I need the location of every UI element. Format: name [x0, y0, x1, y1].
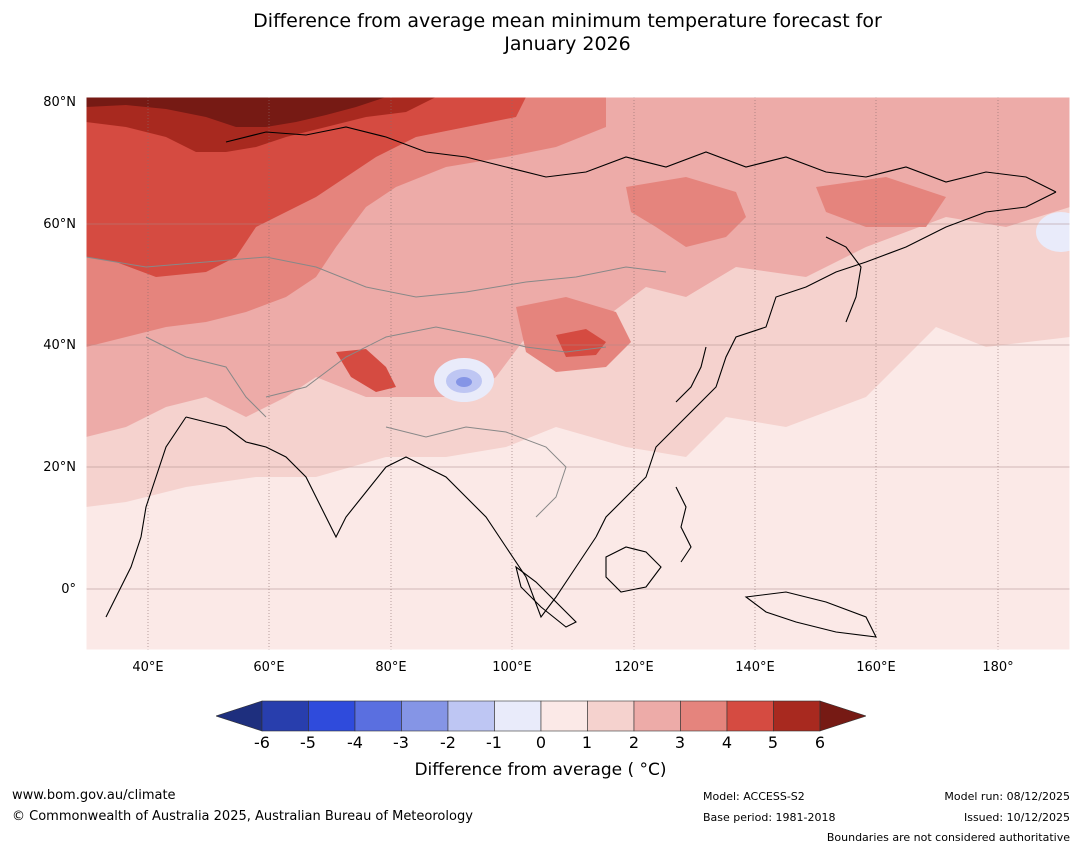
- disclaimer-text: Boundaries are not considered authoritat…: [826, 831, 1070, 844]
- colorbar-swatch: [726, 700, 774, 732]
- borders: [86, 256, 667, 518]
- coastline-japan: [675, 346, 707, 403]
- lat-label-60n: 60°N: [43, 217, 76, 232]
- colorbar-swatch: [633, 700, 681, 732]
- colorbar-swatch: [308, 700, 356, 732]
- anomaly-field-gt6: [86, 97, 386, 127]
- colorbar-swatch: [819, 700, 867, 732]
- model-text: Model: ACCESS-S2: [703, 790, 805, 803]
- colorbar-tick: -3: [393, 733, 409, 752]
- lat-label-80n: 80°N: [43, 95, 76, 110]
- coastline-arabia: [105, 416, 187, 618]
- title-line-2: January 2026: [504, 33, 631, 55]
- colorbar-tick: 4: [721, 733, 733, 752]
- coastline-south-asia: [185, 416, 597, 619]
- graticule: [86, 97, 1070, 650]
- colorbar-swatch: [447, 700, 495, 732]
- anomaly-field-neg-3-2: [456, 377, 472, 387]
- coastline-pacific: [595, 191, 1057, 538]
- lon-label-100e: 100°E: [492, 660, 532, 675]
- colorbar-swatch: [401, 700, 449, 732]
- coastline-philippines: [675, 486, 692, 563]
- anomaly-field-3-4-east: [626, 177, 746, 247]
- colorbar-svg: [215, 700, 867, 732]
- colorbar-tick: 1: [581, 733, 593, 752]
- border-southeast-asia: [385, 426, 567, 518]
- anomaly-field-4-5-central: [556, 329, 606, 357]
- website-link[interactable]: www.bom.gov.au/climate: [12, 788, 176, 803]
- border-middle-east: [145, 336, 267, 418]
- anomaly-field-4-5-tibet: [336, 349, 396, 392]
- colorbar: [215, 700, 867, 732]
- copyright-text: © Commonwealth of Australia 2025, Austra…: [12, 809, 473, 824]
- coastline-new-guinea: [744, 591, 877, 638]
- coastline-arctic: [225, 126, 1057, 193]
- lon-label-160e: 160°E: [856, 660, 896, 675]
- border-central-asia: [86, 256, 667, 298]
- colorbar-swatch: [540, 700, 588, 732]
- lon-label-140e: 140°E: [735, 660, 775, 675]
- issued-text: Issued: 10/12/2025: [963, 811, 1070, 824]
- colorbar-tick: 6: [814, 733, 826, 752]
- colorbar-tick: -4: [347, 733, 363, 752]
- colorbar-tick: 5: [767, 733, 779, 752]
- lon-label-40e: 40°E: [132, 660, 164, 675]
- lon-label-120e: 120°E: [614, 660, 654, 675]
- colorbar-swatch: [587, 700, 635, 732]
- colorbar-tick: -5: [300, 733, 316, 752]
- map-canvas: [86, 97, 1070, 650]
- title-line-1: Difference from average mean minimum tem…: [253, 10, 882, 32]
- model-run-text: Model run: 08/12/2025: [944, 790, 1070, 803]
- colorbar-swatch: [494, 700, 542, 732]
- lon-label-60e: 60°E: [253, 660, 285, 675]
- chart-title: Difference from average mean minimum tem…: [0, 10, 1081, 56]
- anomaly-field-3-4-farnorth: [816, 177, 946, 227]
- colorbar-tick: 2: [628, 733, 640, 752]
- base-period-text: Base period: 1981-2018: [703, 811, 836, 824]
- coastline-sumatra: [515, 565, 577, 628]
- coastlines: [105, 126, 1057, 638]
- colorbar-swatch: [215, 700, 263, 732]
- colorbar-tick: -1: [486, 733, 502, 752]
- coastline-kamchatka: [825, 236, 862, 323]
- colorbar-swatch: [680, 700, 728, 732]
- colorbar-swatch: [261, 700, 309, 732]
- anomaly-field-neg-1-0-east: [1036, 212, 1070, 252]
- colorbar-tick: -2: [440, 733, 456, 752]
- lon-label-80e: 80°E: [375, 660, 407, 675]
- colorbar-tick: 3: [674, 733, 686, 752]
- lon-label-180: 180°: [982, 660, 1014, 675]
- colorbar-swatch: [354, 700, 402, 732]
- lat-label-20n: 20°N: [43, 460, 76, 475]
- colorbar-label: Difference from average ( °C): [414, 760, 667, 780]
- lat-label-40n: 40°N: [43, 338, 76, 353]
- colorbar-tick: -6: [254, 733, 270, 752]
- border-south-asia: [265, 326, 607, 398]
- coastline-borneo: [605, 546, 662, 593]
- forecast-map: [86, 97, 1070, 650]
- colorbar-swatch: [773, 700, 821, 732]
- lat-label-0: 0°: [61, 582, 76, 597]
- colorbar-tick: 0: [535, 733, 547, 752]
